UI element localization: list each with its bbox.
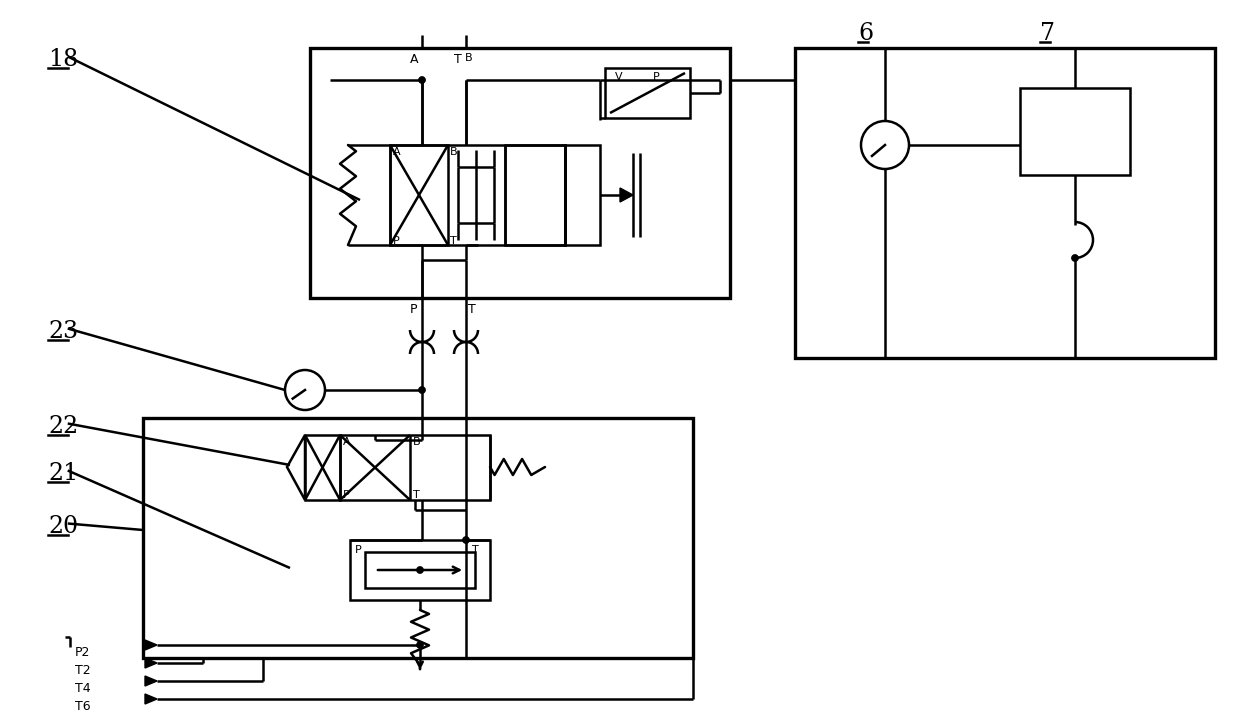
Text: T: T xyxy=(467,303,476,316)
Text: 23: 23 xyxy=(48,320,78,343)
Text: T: T xyxy=(472,545,479,555)
Text: T: T xyxy=(413,490,420,500)
Circle shape xyxy=(419,386,425,394)
Text: B: B xyxy=(465,53,472,63)
Text: V: V xyxy=(615,72,622,82)
Circle shape xyxy=(417,642,424,648)
Circle shape xyxy=(861,121,909,169)
Text: 22: 22 xyxy=(48,415,78,438)
Text: 18: 18 xyxy=(48,48,78,71)
Bar xyxy=(795,48,1215,358)
Circle shape xyxy=(1071,255,1079,262)
Text: A: A xyxy=(393,147,401,157)
Bar xyxy=(365,552,475,588)
Text: T: T xyxy=(454,53,461,66)
Bar xyxy=(505,145,565,245)
Text: P: P xyxy=(410,303,418,316)
Polygon shape xyxy=(620,188,632,202)
Text: B: B xyxy=(413,437,420,447)
Bar xyxy=(1021,88,1130,175)
Text: T2: T2 xyxy=(74,664,91,677)
Text: P2: P2 xyxy=(74,646,91,659)
Text: T4: T4 xyxy=(74,682,91,695)
Polygon shape xyxy=(145,658,157,668)
Text: 20: 20 xyxy=(48,515,78,538)
Text: 21: 21 xyxy=(48,462,78,485)
Text: T: T xyxy=(450,236,456,246)
Bar xyxy=(310,48,730,298)
Text: P: P xyxy=(393,236,399,246)
Circle shape xyxy=(417,566,424,574)
Text: B: B xyxy=(450,147,458,157)
Polygon shape xyxy=(145,694,157,704)
Bar xyxy=(605,68,689,118)
Bar xyxy=(350,540,490,600)
Bar xyxy=(391,145,448,245)
Polygon shape xyxy=(145,640,157,650)
Bar xyxy=(340,435,490,500)
Text: A: A xyxy=(410,53,419,66)
Circle shape xyxy=(419,77,425,83)
Text: 6: 6 xyxy=(858,22,873,45)
Circle shape xyxy=(285,370,325,410)
Text: P: P xyxy=(343,490,350,500)
Text: T6: T6 xyxy=(74,700,91,713)
Bar xyxy=(143,418,693,658)
Circle shape xyxy=(463,536,470,543)
Polygon shape xyxy=(145,676,157,686)
Bar xyxy=(565,145,600,245)
Text: 7: 7 xyxy=(1040,22,1055,45)
Bar xyxy=(391,145,565,245)
Bar xyxy=(305,435,340,500)
Text: P: P xyxy=(653,72,660,82)
Text: P: P xyxy=(355,545,362,555)
Text: A: A xyxy=(343,437,351,447)
